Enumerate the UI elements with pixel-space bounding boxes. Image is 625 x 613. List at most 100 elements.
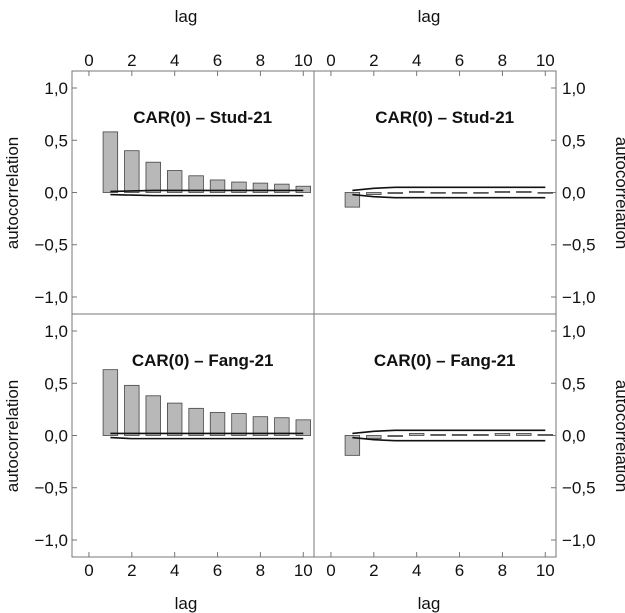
chart-panels: CAR(0) – Stud-21 −1,0 −0,5 0,0 0,5 1,0 0 2 4 6 8 10…: [34, 51, 595, 580]
acf-bar: [145, 395, 161, 436]
acf-bar: [231, 181, 247, 193]
acf-bar: [274, 183, 290, 193]
x-tick-label: 2: [127, 561, 136, 580]
acf-bar: [516, 191, 532, 193]
acf-bar: [344, 435, 361, 456]
acf-bar: [366, 435, 382, 440]
y-tick-label: 1,0: [44, 322, 68, 341]
acf-bar: [451, 192, 468, 194]
acf-bar: [252, 416, 269, 436]
x-tick-label: 4: [170, 51, 179, 70]
y-tick-label: −1,0: [34, 531, 68, 550]
acf-bar: [188, 407, 204, 436]
x-tick-label: 6: [455, 561, 464, 580]
lower-confidence-band: [352, 436, 546, 442]
panel-4: CAR(0) – Fang-21: [313, 313, 557, 558]
acf-bar: [516, 433, 532, 436]
acf-bar: [366, 192, 382, 195]
x-tick-label: 4: [412, 51, 421, 70]
acf-bar: [494, 191, 511, 193]
bottom-right-y-axis-title: autocorrelation: [612, 380, 625, 492]
x-tick-label: 0: [84, 561, 93, 580]
acf-bar: [231, 413, 247, 436]
top-right-x-axis-title: lag: [418, 7, 441, 26]
acf-bar: [209, 179, 226, 193]
bottom-right-x-axis-title: lag: [418, 594, 441, 613]
panel-2: CAR(0) – Stud-21: [313, 70, 557, 315]
x-tick-label: 2: [369, 51, 378, 70]
panel-title: CAR(0) – Fang-21: [132, 351, 274, 370]
x-tick-label: 6: [455, 51, 464, 70]
acf-bar: [188, 175, 204, 193]
x-tick-label: 0: [326, 51, 335, 70]
panel-1: CAR(0) – Stud-21: [71, 70, 315, 315]
y-tick-label: 0,0: [562, 184, 586, 203]
acf-bar: [408, 191, 425, 193]
y-tick-label: 1,0: [44, 79, 68, 98]
x-tick-label: 8: [498, 51, 507, 70]
acf-bar: [295, 185, 311, 193]
x-tick-label: 2: [369, 561, 378, 580]
y-tick-label: 0,0: [44, 184, 68, 203]
x-tick-label: 0: [84, 51, 93, 70]
acf-bar: [274, 417, 290, 436]
x-tick-label: 10: [294, 561, 313, 580]
y-tick-label: 0,0: [44, 427, 68, 446]
upper-confidence-band: [352, 429, 546, 435]
x-tick-label: 0: [326, 561, 335, 580]
y-tick-label: 0,5: [562, 374, 586, 393]
lower-confidence-band: [110, 436, 304, 440]
y-tick-label: 0,5: [562, 131, 586, 150]
upper-confidence-band: [352, 186, 546, 192]
acf-bar: [537, 434, 553, 436]
x-tick-label: 10: [294, 51, 313, 70]
x-tick-label: 8: [256, 51, 265, 70]
acf-bar: [166, 402, 183, 436]
x-tick-label: 2: [127, 51, 136, 70]
y-tick-label: −0,5: [562, 479, 596, 498]
x-tick-label: 6: [213, 561, 222, 580]
acf-bar: [430, 192, 446, 194]
panel-3: CAR(0) – Fang-21: [71, 313, 315, 558]
x-tick-label: 10: [536, 51, 555, 70]
y-tick-label: −1,0: [562, 288, 596, 307]
x-tick-label: 6: [213, 51, 222, 70]
y-tick-label: −0,5: [34, 479, 68, 498]
x-tick-label: 10: [536, 561, 555, 580]
acf-bar: [102, 369, 119, 436]
acf-bar: [408, 433, 425, 436]
x-tick-label: 8: [498, 561, 507, 580]
y-tick-label: −1,0: [34, 288, 68, 307]
y-tick-label: 0,5: [44, 131, 68, 150]
panel-title: CAR(0) – Stud-21: [375, 108, 514, 127]
acf-bar: [102, 131, 119, 193]
panel-title: CAR(0) – Fang-21: [374, 351, 516, 370]
bottom-left-y-axis-title: autocorrelation: [3, 380, 22, 492]
x-tick-label: 4: [170, 561, 179, 580]
bottom-left-x-axis-title: lag: [175, 594, 198, 613]
acf-bar: [537, 192, 553, 194]
y-tick-label: 0,0: [562, 427, 586, 446]
acf-bar: [451, 434, 468, 436]
top-left-x-axis-title: lag: [175, 7, 198, 26]
y-tick-label: 0,5: [44, 374, 68, 393]
acf-bar: [252, 182, 269, 193]
acf-bar: [387, 192, 403, 194]
acf-bar: [295, 419, 311, 436]
top-right-y-axis-title: autocorrelation: [612, 137, 625, 249]
upper-confidence-band: [110, 189, 304, 193]
acf-bar: [124, 150, 140, 193]
acf-bar: [387, 435, 403, 437]
panel-title: CAR(0) – Stud-21: [133, 108, 272, 127]
acf-bar: [494, 433, 511, 436]
acf-bar: [473, 192, 489, 194]
y-tick-label: 1,0: [562, 79, 586, 98]
y-tick-label: −1,0: [562, 531, 596, 550]
acf-bar: [344, 192, 361, 208]
top-left-y-axis-title: autocorrelation: [3, 137, 22, 249]
y-tick-label: −0,5: [562, 236, 596, 255]
y-tick-label: 1,0: [562, 322, 586, 341]
lower-confidence-band: [110, 193, 304, 197]
acf-bar: [166, 170, 183, 193]
